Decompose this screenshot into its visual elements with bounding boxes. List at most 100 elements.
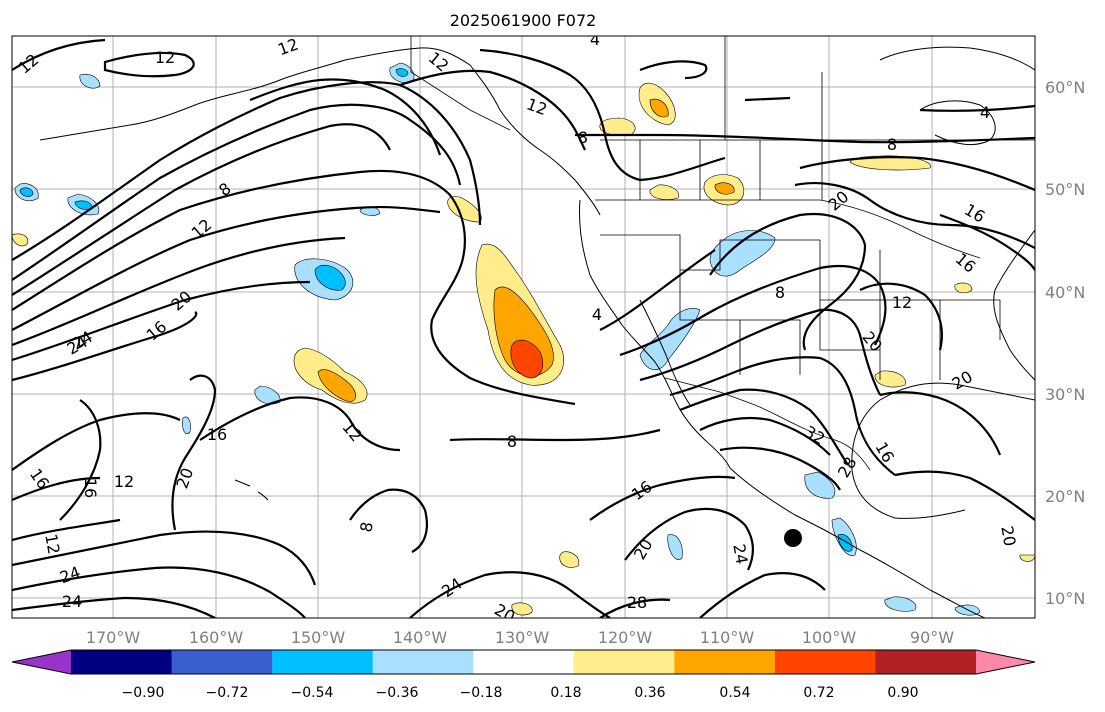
- contour-line: [199, 396, 401, 452]
- contour-line: [879, 391, 1002, 456]
- contour-line: [12, 476, 101, 502]
- contour-label: 28: [627, 593, 647, 612]
- lat-tick-labels: 60°N 50°N 40°N 30°N 20°N 10°N: [1045, 78, 1085, 608]
- contour-label: 12: [892, 293, 912, 312]
- central-america: [929, 589, 986, 618]
- lon-tick-label: 140°W: [393, 628, 448, 647]
- lon-tick-label: 120°W: [598, 628, 653, 647]
- contour-line: [12, 530, 317, 586]
- shade-west-blue-1-core: [19, 187, 34, 197]
- contour-label: 4: [592, 305, 602, 324]
- shade-canada-plains-core: [714, 182, 735, 195]
- contour-line: [449, 428, 661, 442]
- contour-line: [12, 311, 198, 382]
- colorbar-segment: [875, 650, 977, 674]
- us-canada-border: [595, 199, 981, 259]
- lat-tick-label: 60°N: [1045, 78, 1085, 97]
- shade-pacific-north-blue-core: [314, 264, 346, 291]
- shade-offshore-california-core: [510, 339, 543, 379]
- west-coast-us: [579, 199, 731, 469]
- contour-line: [12, 81, 482, 261]
- lat-tick-label: 10°N: [1045, 589, 1085, 608]
- colorbar-tick-label: −0.18: [460, 685, 503, 701]
- colorbar-tick-label: 0.72: [803, 685, 834, 701]
- contour-label: 12: [114, 472, 134, 491]
- contour-line: [639, 308, 881, 396]
- contour-line: [12, 280, 311, 362]
- shade-gulf: [874, 370, 906, 388]
- contour-label: 12: [155, 48, 175, 67]
- colorbar-tick-label: −0.54: [291, 685, 334, 701]
- contour-line: [599, 249, 716, 331]
- colorbar-segment: [372, 650, 474, 674]
- lon-tick-label: 110°W: [700, 628, 755, 647]
- state-lines: [600, 234, 1001, 380]
- contour-line: [349, 488, 429, 553]
- colorbar-tick-label: 0.36: [634, 685, 665, 701]
- contour-line: [575, 133, 1035, 144]
- contour-line: [939, 213, 1035, 271]
- colorbar-segment: [272, 650, 374, 674]
- colorbar-outline: [11, 649, 1036, 675]
- canada-provinces: [600, 36, 1035, 200]
- storm-center-marker: [784, 529, 802, 547]
- contour-line: [894, 470, 1035, 521]
- colorbar-extend-low: [12, 650, 71, 674]
- shade-west-edge: [12, 233, 29, 247]
- plot-frame: [11, 35, 1036, 619]
- lon-tick-label: 130°W: [495, 628, 550, 647]
- lat-tick-label: 20°N: [1045, 487, 1085, 506]
- contour-line: [12, 103, 462, 281]
- contours: [12, 38, 1035, 618]
- shade-great-lakes: [954, 282, 973, 294]
- lon-tick-label: 160°W: [189, 628, 244, 647]
- contour-line: [249, 78, 442, 156]
- colorbar-segment: [774, 650, 876, 674]
- colorbar-segment: [71, 650, 173, 674]
- contour-line: [12, 205, 441, 331]
- colorbar-tick-label: −0.90: [122, 685, 165, 701]
- shade-hawaii-blue: [182, 416, 191, 435]
- contour-label: 24: [729, 542, 751, 565]
- contour-line: [59, 399, 102, 521]
- colorbar-tick-label: 0.90: [887, 685, 918, 701]
- contour-label: 12: [275, 34, 301, 59]
- contour-label: 4: [980, 103, 990, 122]
- colorbar-tick-label: 0.18: [550, 685, 581, 701]
- contour-line: [919, 104, 1035, 112]
- hudson-bay: [919, 100, 996, 146]
- contour-line: [589, 475, 736, 521]
- contour-line: [859, 282, 943, 351]
- shade-sw-blue: [884, 596, 917, 612]
- alaska-coast: [194, 47, 601, 216]
- lon-tick-label: 100°W: [802, 628, 857, 647]
- contour-line: [12, 596, 216, 618]
- colorbar-segment: [171, 650, 273, 674]
- shade-pacific-blue-small: [254, 385, 281, 405]
- coastlines: [39, 46, 1035, 618]
- shade-hawaii-northeast-core: [317, 369, 357, 403]
- shade-mexico-blue: [804, 471, 836, 499]
- lat-tick-label: 50°N: [1045, 180, 1085, 199]
- contour-line: [399, 69, 586, 151]
- shade-hudson: [849, 155, 931, 171]
- contour-line: [12, 236, 346, 347]
- contour-label: 16: [207, 425, 227, 444]
- colorbar: [11, 649, 1036, 675]
- contour-line: [12, 38, 106, 71]
- chart-title: 2025061900 F072: [450, 11, 597, 30]
- borders: [410, 36, 1035, 471]
- hawaii-islands: [234, 479, 269, 501]
- contour-label: 8: [507, 432, 517, 451]
- contour-line: [699, 572, 826, 618]
- shade-ne-blue: [79, 73, 101, 89]
- lat-tick-label: 40°N: [1045, 283, 1085, 302]
- contour-line: [599, 598, 671, 618]
- lon-tick-label: 170°W: [86, 628, 141, 647]
- contour-line: [744, 96, 791, 102]
- alaska-canada-border: [410, 36, 511, 131]
- shade-plains-small: [649, 184, 679, 200]
- contour-label: 8: [578, 128, 588, 147]
- contour-label: 8: [356, 520, 376, 533]
- colorbar-segment: [473, 650, 575, 674]
